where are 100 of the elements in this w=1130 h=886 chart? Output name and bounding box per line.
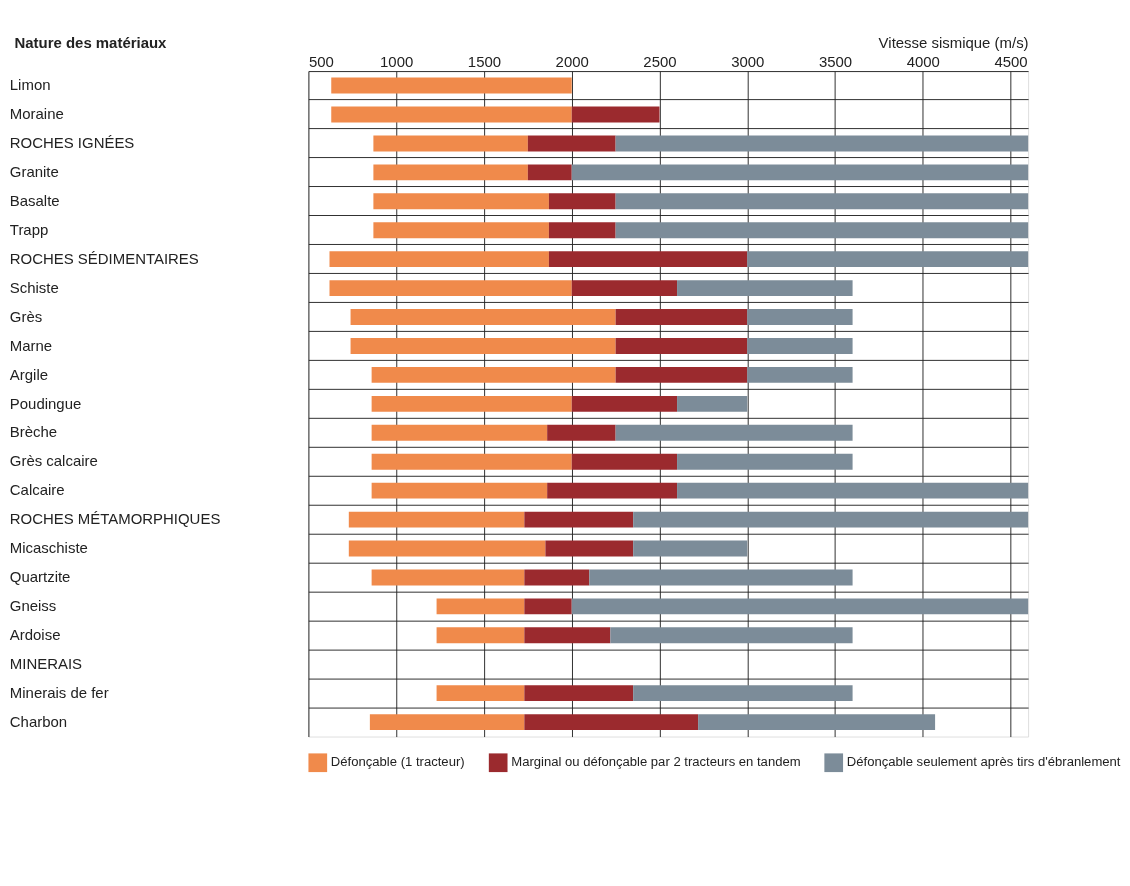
legend-label: Marginal ou défonçable par 2 tracteurs en tandem — [511, 754, 801, 770]
y-tick-label: Moraine — [9, 105, 64, 123]
bar — [524, 569, 590, 586]
x-tick-label: 3500 — [818, 52, 853, 70]
y-tick-label: Ardoise — [9, 625, 61, 643]
bar — [331, 106, 572, 123]
bar — [371, 453, 572, 470]
y-tick-label: Minerais de fer — [9, 683, 109, 701]
bar — [747, 309, 853, 325]
bar — [524, 685, 634, 702]
bar — [348, 540, 546, 557]
bar — [547, 424, 616, 441]
bar — [524, 714, 699, 731]
x-tick-label: 500 — [308, 52, 334, 70]
bar — [527, 164, 572, 181]
y-tick-label: Marne — [9, 336, 53, 354]
legend-label: Défonçable seulement après tirs d'ébranlement — [846, 754, 1121, 770]
bar — [348, 511, 525, 528]
y-tick-label: ROCHES MÉTAMORPHIQUES — [9, 510, 221, 528]
bar — [633, 511, 1029, 528]
x-tick-label: 2000 — [555, 52, 589, 70]
bar — [571, 453, 678, 470]
bar — [615, 222, 1029, 239]
y-tick-label: Gneiss — [9, 597, 57, 615]
bar — [548, 251, 748, 268]
bar — [371, 366, 616, 383]
y-tick-label: Poudingue — [9, 394, 82, 412]
bar — [329, 251, 549, 268]
bar — [677, 482, 1029, 499]
bar — [371, 569, 525, 586]
y-tick-label: Micaschiste — [9, 539, 88, 557]
bar — [331, 77, 572, 94]
bar — [369, 714, 525, 731]
bar — [371, 424, 548, 441]
y-tick-label: Schiste — [9, 278, 59, 296]
x-tick-label: 4000 — [906, 52, 940, 70]
y-tick-label: Granite — [9, 163, 59, 181]
y-tick-label: Quartzite — [9, 568, 71, 586]
bar — [373, 164, 528, 181]
bar — [329, 280, 572, 297]
bar — [436, 627, 525, 644]
bar — [610, 627, 853, 644]
y-tick-label: MINERAIS — [9, 654, 83, 672]
bar — [698, 714, 936, 731]
y-tick-label: Grès calcaire — [9, 452, 98, 470]
y-tick-label: Argile — [9, 365, 49, 383]
bar — [371, 482, 548, 499]
x-axis-title: Vitesse sismique (m/s) — [878, 34, 1029, 52]
bar — [524, 627, 611, 644]
y-tick-label: Grès — [9, 307, 43, 325]
bar — [350, 309, 616, 325]
x-tick-label: 1000 — [380, 52, 414, 70]
bar — [548, 193, 616, 210]
bar — [524, 511, 634, 528]
x-tick-label: 4500 — [994, 52, 1028, 70]
y-tick-label: Brèche — [9, 423, 58, 441]
bar — [615, 309, 748, 325]
bar — [571, 280, 678, 297]
bar — [571, 598, 1029, 615]
bar — [436, 598, 525, 615]
bar — [747, 251, 1029, 268]
bar — [548, 222, 616, 239]
bar — [547, 482, 678, 499]
bar — [747, 338, 853, 354]
bar — [677, 453, 853, 470]
bar — [436, 685, 525, 702]
y-axis-title: Nature des matériaux — [14, 34, 168, 52]
bar — [571, 164, 1029, 181]
bar — [747, 366, 853, 383]
bar — [373, 135, 528, 152]
x-tick-label: 1500 — [467, 52, 502, 70]
bar — [615, 366, 748, 383]
bar — [571, 106, 660, 123]
bar — [571, 395, 678, 412]
legend-label: Défonçable (1 tracteur) — [330, 754, 465, 770]
bar — [350, 338, 616, 354]
bar — [524, 598, 572, 615]
bar — [527, 135, 616, 152]
y-tick-label: Trapp — [9, 220, 49, 238]
bar — [373, 222, 549, 239]
bar — [615, 338, 748, 354]
y-tick-label: ROCHES IGNÉES — [9, 134, 135, 152]
y-tick-label: ROCHES SÉDIMENTAIRES — [9, 249, 199, 267]
bar — [545, 540, 634, 557]
y-tick-label: Charbon — [9, 712, 68, 730]
bar — [677, 395, 748, 412]
bar — [677, 280, 853, 297]
bar — [371, 395, 572, 412]
bar — [633, 540, 748, 557]
bar — [373, 193, 549, 210]
y-tick-label: Limon — [9, 76, 51, 94]
bar — [633, 685, 853, 702]
y-tick-label: Calcaire — [9, 481, 65, 499]
x-tick-label: 2500 — [643, 52, 677, 70]
bar — [615, 424, 853, 441]
y-tick-label: Basalte — [9, 191, 60, 209]
x-tick-label: 3000 — [731, 52, 765, 70]
bar — [615, 135, 1029, 152]
bar — [589, 569, 853, 586]
bar — [615, 193, 1029, 210]
